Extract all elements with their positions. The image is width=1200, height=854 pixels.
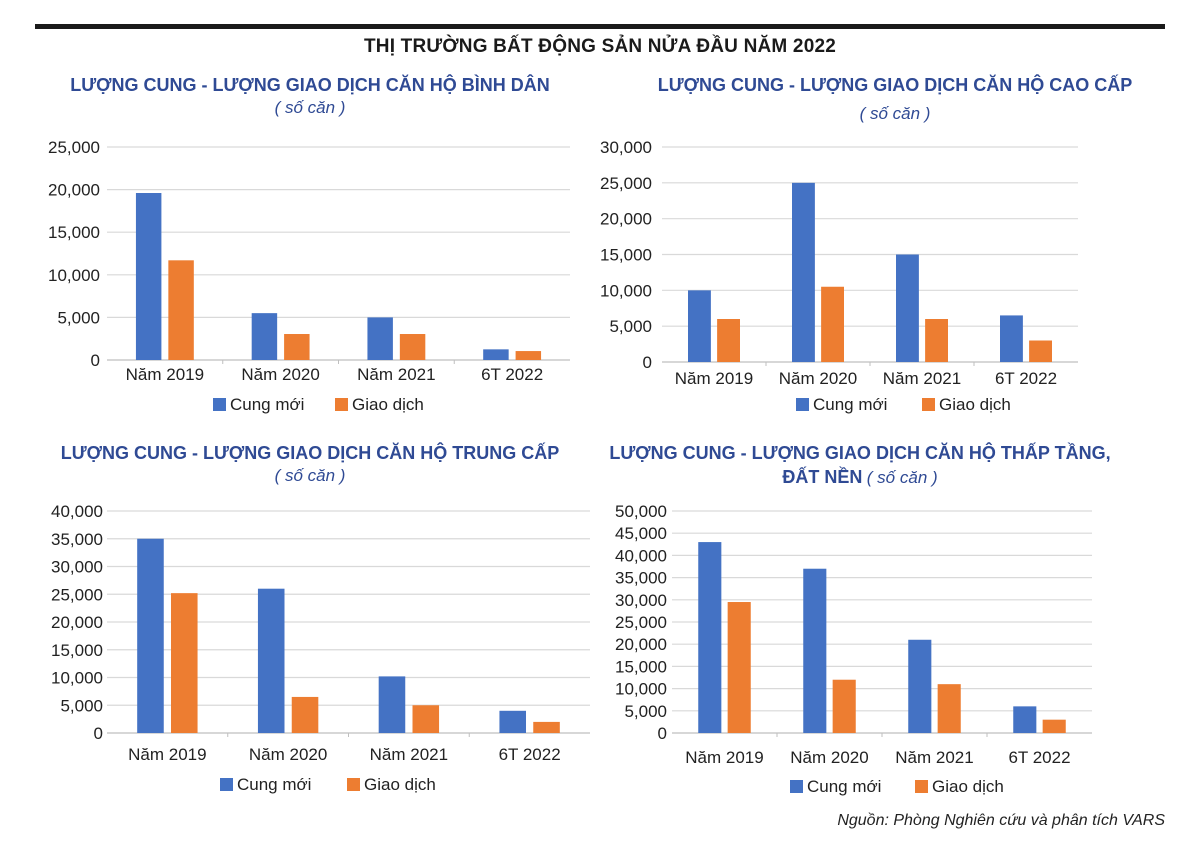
- panel-trung-cap: LƯỢNG CUNG - LƯỢNG GIAO DỊCH CĂN HỘ TRUN…: [30, 440, 590, 800]
- chart-title: LƯỢNG CUNG - LƯỢNG GIAO DỊCH CĂN HỘ BÌNH…: [70, 75, 550, 95]
- chart-unit: ( số căn ): [274, 466, 346, 485]
- chart-unit: ( số căn ): [866, 468, 938, 487]
- chart-title: LƯỢNG CUNG - LƯỢNG GIAO DỊCH CĂN HỘ CAO …: [657, 75, 1133, 95]
- panel-cao-cap: LƯỢNG CUNG - LƯỢNG GIAO DỊCH CĂN HỘ CAO …: [600, 72, 1190, 422]
- panel-thap-tang: LƯỢNG CUNG - LƯỢNG GIAO DỊCH CĂN HỘ THẤP…: [600, 440, 1160, 800]
- source-note: Nguồn: Phòng Nghiên cứu và phân tích VAR…: [837, 812, 1165, 829]
- chart-unit: ( số căn ): [274, 98, 346, 117]
- chart-title: LƯỢNG CUNG - LƯỢNG GIAO DỊCH CĂN HỘ TRUN…: [60, 443, 560, 463]
- page-title: THỊ TRƯỜNG BẤT ĐỘNG SẢN NỬA ĐẦU NĂM 2022: [364, 36, 836, 57]
- chart-unit: ( số căn ): [859, 104, 931, 123]
- chart-title: LƯỢNG CUNG - LƯỢNG GIAO DỊCH CĂN HỘ THẤP…: [609, 443, 1111, 463]
- top-rule: [35, 24, 1165, 29]
- panel-binh-dan: LƯỢNG CUNG - LƯỢNG GIAO DỊCH CĂN HỘ BÌNH…: [30, 72, 590, 422]
- chart-title-line2: ĐẤT NỀN: [782, 467, 863, 487]
